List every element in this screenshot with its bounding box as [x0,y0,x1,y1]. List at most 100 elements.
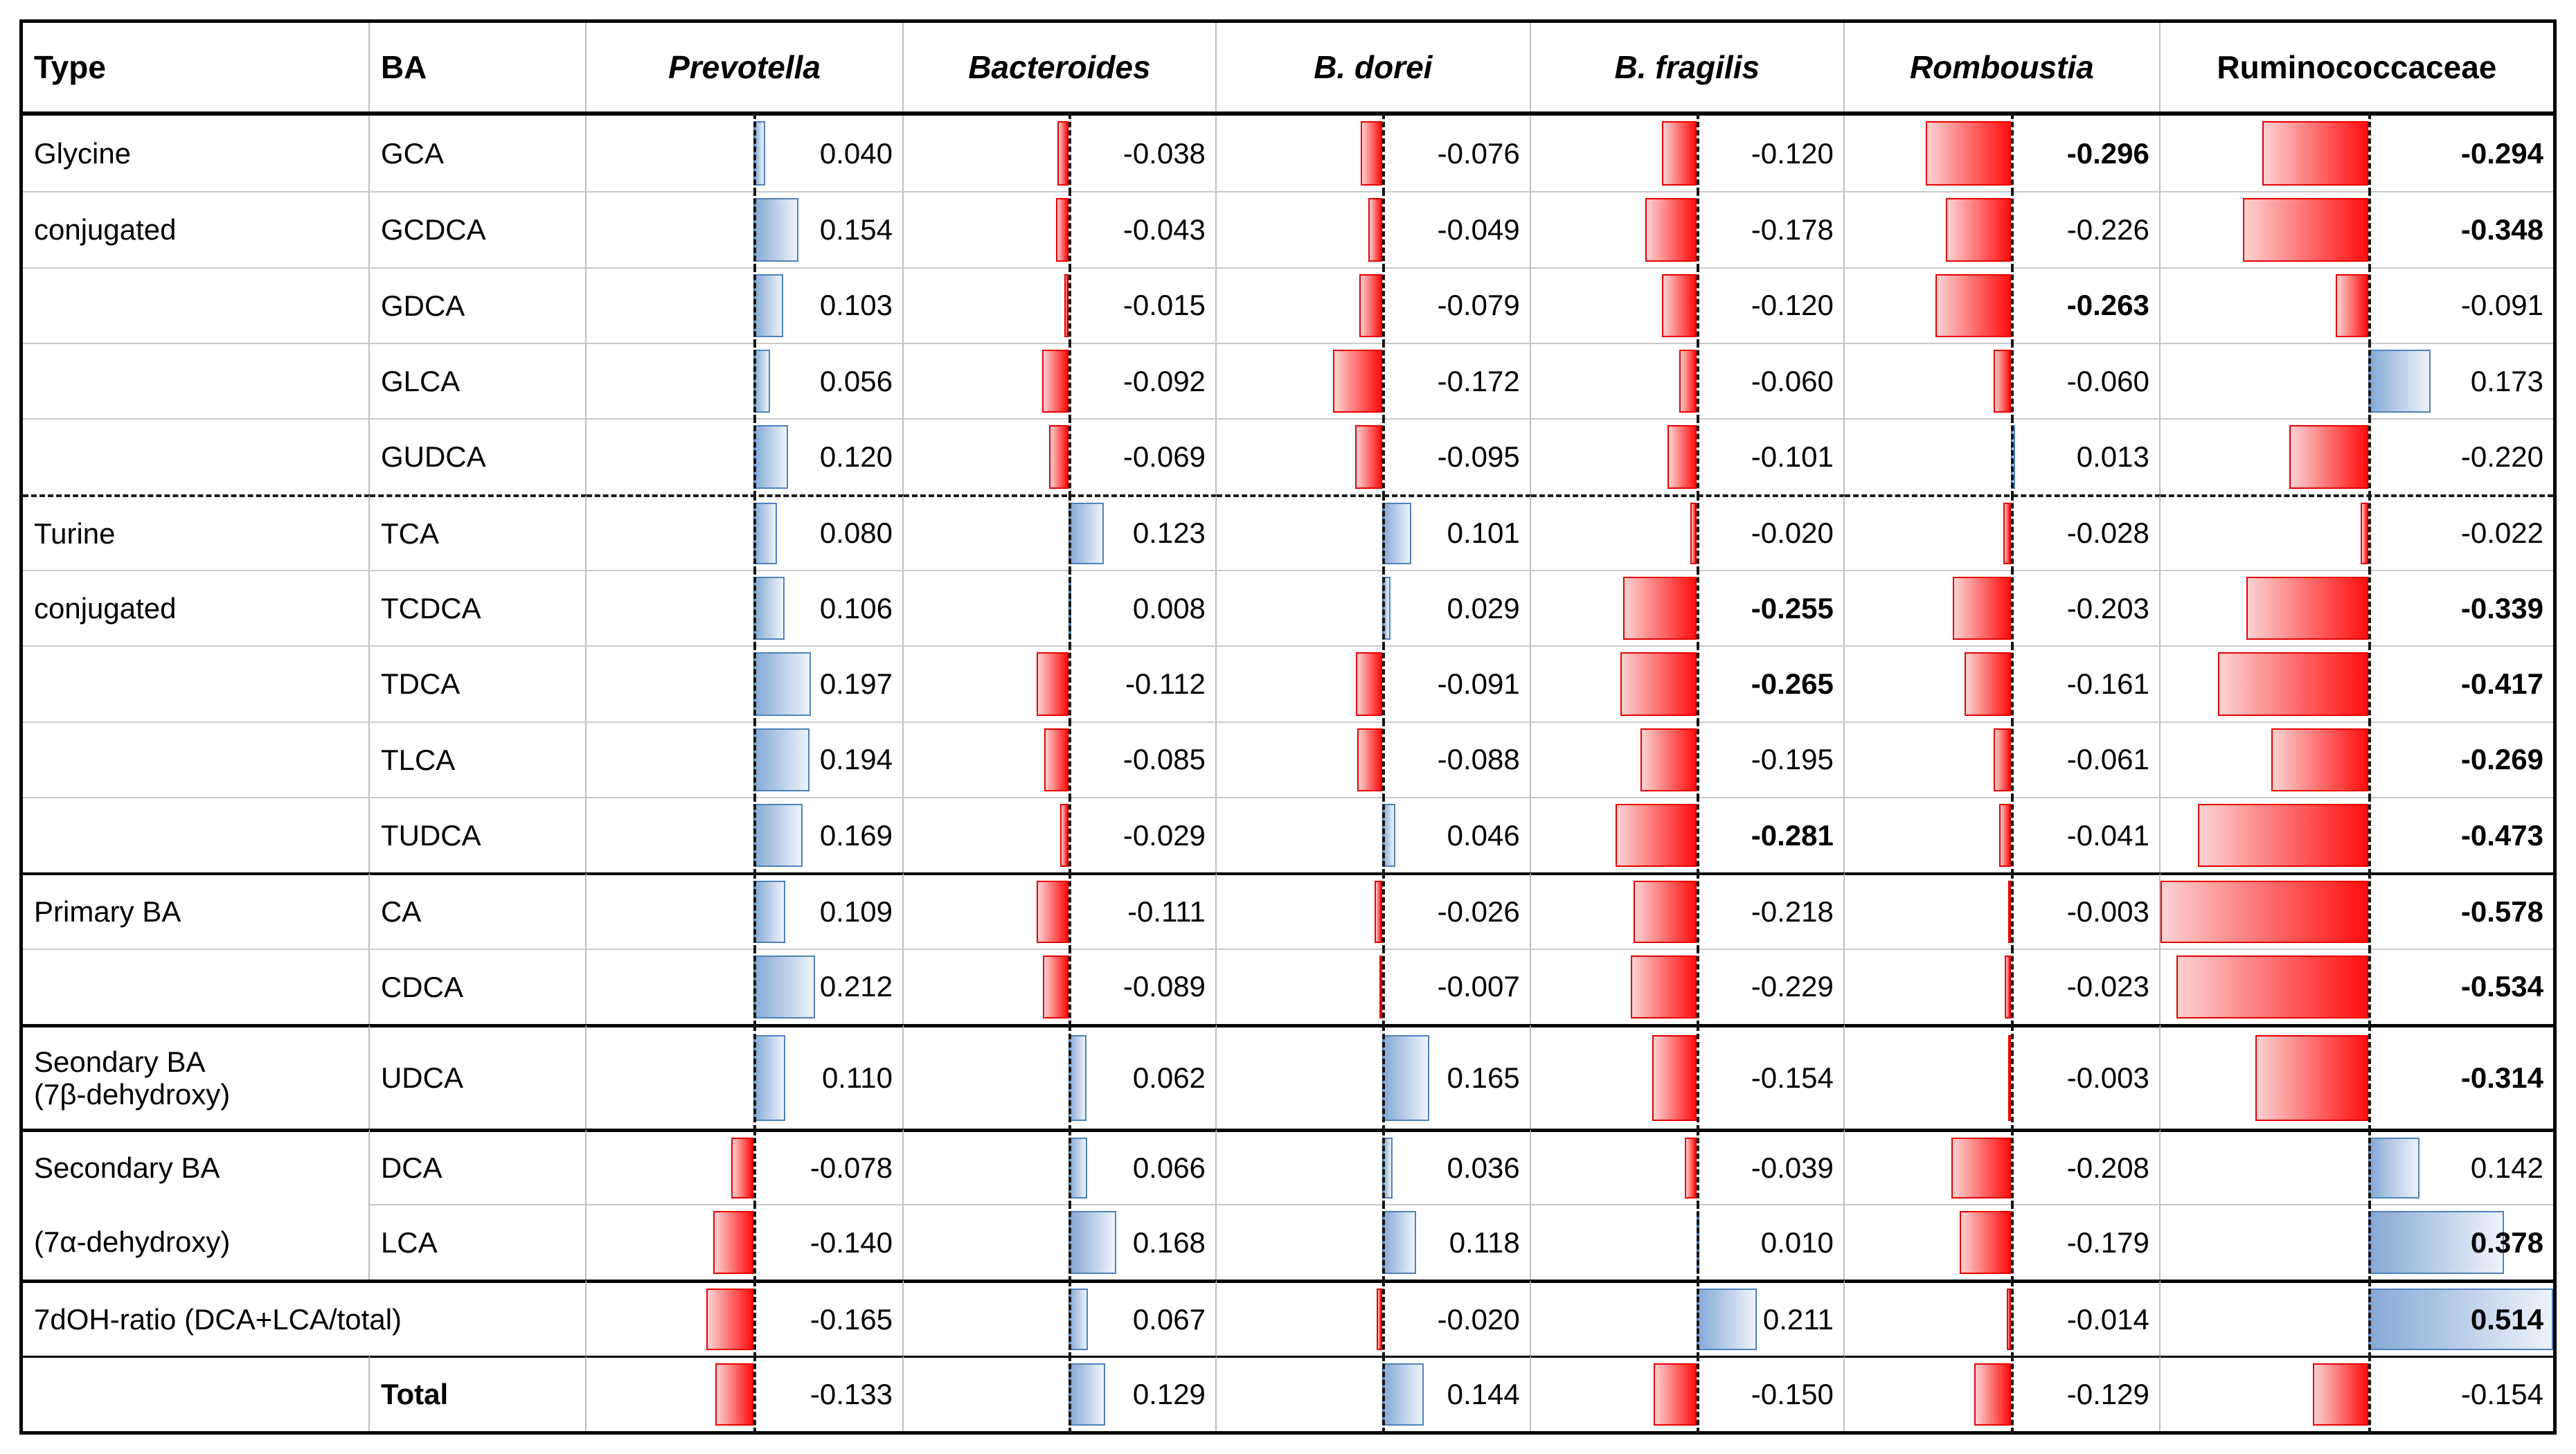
ba-label: LCA [380,1226,438,1259]
correlation-value: -0.014 [2066,1302,2149,1336]
negative-data-bar [2289,425,2369,489]
negative-data-bar [1965,652,2012,716]
zero-axis-line [1382,645,1386,724]
value-cell: -0.015 [903,266,1217,345]
value-cell: 0.103 [587,266,904,345]
zero-axis-line [2368,494,2371,572]
negative-data-bar [2008,1034,2012,1121]
correlation-value: -0.120 [1751,136,1834,170]
value-cell: -0.129 [1844,1355,2161,1434]
value-cell: -0.091 [1216,645,1531,724]
negative-data-bar [2007,1289,2012,1350]
correlation-value: 0.066 [1132,1151,1206,1184]
correlation-value: -0.088 [1437,743,1520,776]
value-cell: -0.218 [1530,872,1845,951]
value-cell: -0.339 [2160,568,2553,648]
zero-axis-line [753,494,757,572]
negative-data-bar [1048,425,1069,489]
type-cell: (7α-dehydroxy) [23,1204,370,1280]
header-row: Type BA Prevotella Bacteroides B. dorei … [23,23,2553,116]
value-cell: -0.203 [1844,568,2161,648]
zero-axis-line [1382,568,1386,648]
zero-axis-line [1696,190,1699,269]
value-cell: 0.197 [587,645,904,724]
value-cell: -0.265 [1530,645,1845,724]
value-cell: 0.109 [587,872,904,951]
correlation-value: 0.008 [1132,591,1206,625]
correlation-value: 0.142 [2470,1151,2543,1184]
correlation-value: -0.091 [1437,667,1520,700]
correlation-value: 0.062 [1132,1061,1206,1094]
correlation-value: 0.212 [819,970,893,1003]
correlation-value: -0.092 [1122,364,1206,397]
zero-axis-line [753,645,757,724]
correlation-value: -0.140 [810,1226,893,1259]
correlation-value: -0.039 [1751,1151,1834,1184]
value-cell: 0.212 [587,947,904,1026]
value-cell: 0.080 [587,494,904,572]
correlation-value: -0.348 [2460,213,2543,246]
negative-data-bar [1357,728,1383,791]
value-cell: -0.179 [1844,1203,2161,1282]
correlation-value: -0.029 [1122,818,1206,852]
ba-cell: TDCA [369,645,587,721]
type-cell [23,342,370,419]
negative-data-bar [1056,198,1069,262]
positive-data-bar [1068,502,1104,565]
correlation-value: 0.165 [1447,1061,1520,1094]
zero-axis-line [1696,720,1699,799]
positive-data-bar [2368,1289,2553,1350]
type-cell: 7dOH-ratio (DCA+LCA/total) [23,1280,587,1356]
type-cell: Seondary BA (7β-dehydroxy) [23,1023,370,1129]
value-cell: 0.194 [587,720,904,799]
ba-cell: DCA [369,1128,587,1205]
taxa-header-b-fragilis: B. fragilis [1531,23,1845,111]
zero-axis-line [2011,720,2014,799]
positive-data-bar [753,577,785,640]
zero-axis-line [1696,1355,1699,1434]
correlation-value: -0.022 [2460,517,2543,550]
zero-axis-line [1382,873,1386,951]
table-row: Primary BA CA 0.109 -0.111 -0.026 -0.218 -0.00… [23,872,2553,951]
ba-cell: GDCA [369,267,587,343]
zero-axis-line [753,114,757,194]
zero-axis-line [2011,568,2014,648]
ba-cell: GCA [370,116,587,192]
negative-data-bar [1652,1034,1697,1121]
zero-axis-line [1696,645,1699,724]
ba-cell: CDCA [369,948,587,1024]
negative-data-bar [1057,121,1069,186]
value-cell: -0.060 [1530,341,1845,421]
correlation-value: -0.578 [2460,895,2543,928]
ba-label: TCDCA [380,592,481,625]
value-cell: -0.255 [1530,568,1845,648]
negative-data-bar [1974,1363,2012,1426]
value-cell: -0.049 [1216,190,1531,269]
correlation-value: -0.154 [2460,1377,2543,1410]
zero-axis-line [2011,1129,2014,1207]
negative-data-bar [1946,198,2012,262]
zero-axis-line [2368,190,2371,269]
zero-axis-line [1696,1129,1699,1207]
zero-axis-line [1382,418,1386,496]
negative-data-bar [1640,728,1697,791]
zero-axis-line [753,796,757,875]
negative-data-bar [1354,425,1383,489]
correlation-value: -0.172 [1437,364,1520,397]
ba-cell: TLCA [369,721,587,797]
correlation-value: -0.091 [2460,289,2543,322]
zero-axis-line [2368,418,2371,496]
ba-label: GLCA [380,365,460,398]
value-cell: 0.066 [903,1128,1217,1207]
value-cell: 0.062 [903,1023,1217,1131]
value-cell: 0.173 [2160,341,2553,421]
value-cell: 0.378 [2160,1203,2553,1282]
correlation-value: -0.038 [1122,136,1206,170]
correlation-value: -0.049 [1437,213,1520,246]
value-cell: -0.296 [1845,114,2161,194]
value-cell: -0.269 [2160,720,2553,799]
correlation-value: -0.020 [1437,1302,1520,1336]
zero-axis-line [1382,947,1386,1026]
value-cell: 0.110 [587,1023,904,1131]
zero-axis-line [753,1355,757,1434]
